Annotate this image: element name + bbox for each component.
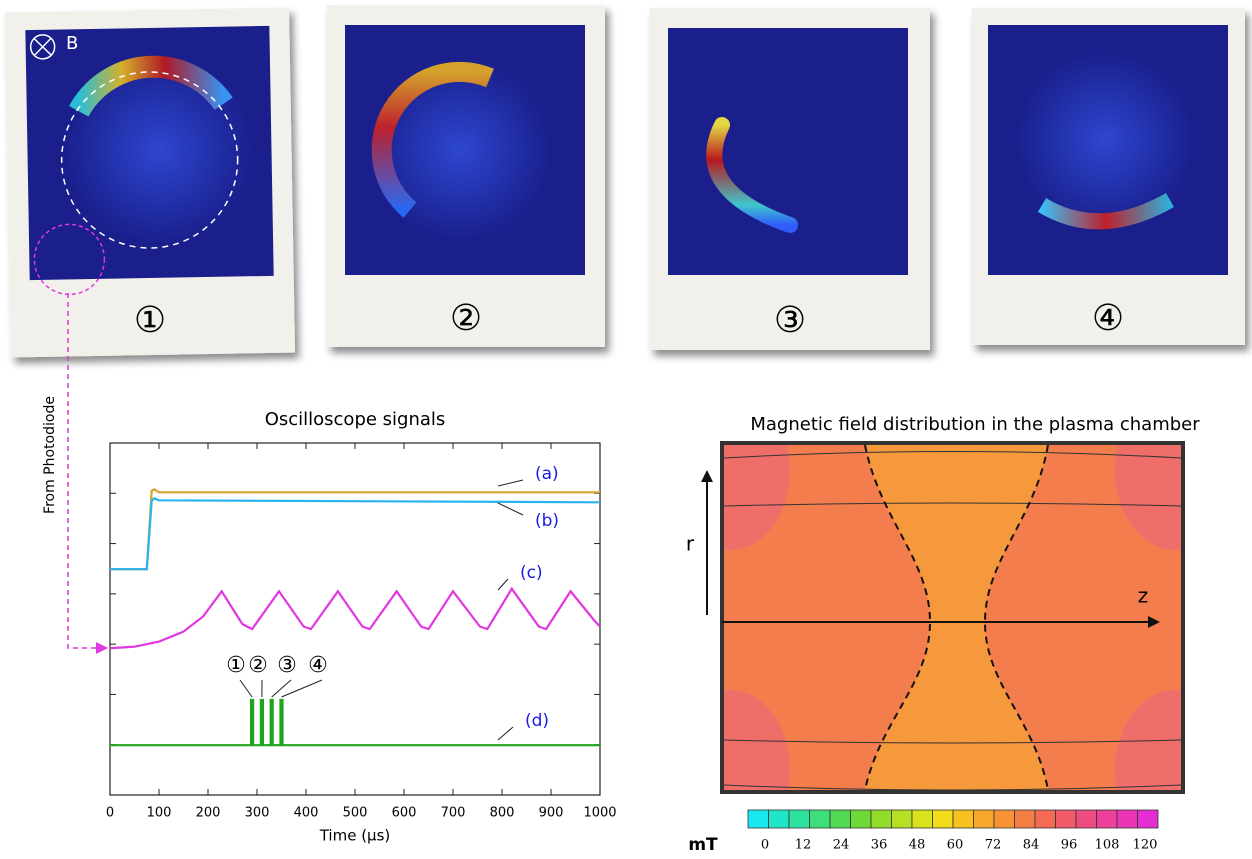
colorbar-tick-label: 96 — [1061, 838, 1078, 853]
colorbar-cell — [1076, 810, 1097, 828]
x-tick-label: 900 — [539, 806, 564, 821]
x-tick-label: 800 — [490, 806, 515, 821]
colorbar-cell — [953, 810, 974, 828]
series-line — [110, 498, 600, 569]
colorbar-cell — [810, 810, 831, 828]
x-axis-label: Time (μs) — [319, 827, 391, 845]
spike-label: ① — [226, 653, 246, 678]
colorbar-cell — [912, 810, 933, 828]
colorbar-cell — [1097, 810, 1118, 828]
x-tick-label: 600 — [392, 806, 417, 821]
series-label: (a) — [535, 464, 559, 484]
colorbar-tick-label: 84 — [1023, 838, 1040, 853]
x-tick-label: 500 — [343, 806, 368, 821]
photo-label: ③ — [774, 300, 806, 341]
label-leader — [498, 480, 523, 486]
colorbar-cell — [974, 810, 995, 828]
colorbar-unit: mT — [688, 835, 718, 855]
field-map: Magnetic field distribution in the plasm… — [670, 390, 1235, 855]
r-axis-label: r — [686, 532, 695, 556]
spike-label: ④ — [308, 653, 328, 678]
x-tick-label: 100 — [147, 806, 172, 821]
colorbar-cell — [994, 810, 1015, 828]
colorbar-cell — [892, 810, 913, 828]
source-label: From Photodiode — [42, 396, 58, 514]
x-tick-label: 1000 — [583, 806, 616, 821]
colorbar-tick-label: 120 — [1133, 838, 1158, 853]
colorbar-cell — [1015, 810, 1036, 828]
colorbar-tick-label: 72 — [985, 838, 1002, 853]
colorbar-cell — [933, 810, 954, 828]
colorbar-tick-label: 12 — [795, 838, 812, 853]
label-leader — [498, 503, 523, 515]
colorbar-cell — [1056, 810, 1077, 828]
spike-leader — [240, 680, 252, 697]
colorbar-cell — [1035, 810, 1056, 828]
x-tick-label: 300 — [245, 806, 270, 821]
label-leader — [498, 579, 508, 590]
series-label: (c) — [520, 563, 543, 583]
colorbar-tick-label: 24 — [833, 838, 850, 853]
x-tick-label: 700 — [441, 806, 466, 821]
colorbar-tick-label: 36 — [871, 838, 888, 853]
colorbar-cell — [871, 810, 892, 828]
colorbar-cell — [769, 810, 790, 828]
colorbar-tick-label: 60 — [947, 838, 964, 853]
chart-title: Magnetic field distribution in the plasm… — [750, 414, 1200, 435]
colorbar-cell — [789, 810, 810, 828]
photo-label: ④ — [1092, 298, 1124, 339]
x-tick-label: 200 — [196, 806, 221, 821]
spike-label: ③ — [277, 653, 297, 678]
oscilloscope-chart: Oscilloscope signals Time (μs) 0 100 200 30… — [106, 409, 617, 845]
label-leader — [498, 727, 513, 740]
colorbar-tick-label: 108 — [1095, 838, 1120, 853]
colorbar-tick-label: 0 — [761, 838, 769, 853]
x-tick-label: 0 — [106, 806, 114, 821]
photo-label: ① — [134, 300, 166, 341]
z-axis-label: z — [1138, 584, 1149, 608]
spike-label: ② — [248, 653, 268, 678]
colorbar-cell — [748, 810, 769, 828]
colorbar-cell — [830, 810, 851, 828]
photos: B ① ② ③ ④ — [5, 5, 1245, 357]
field-label: B — [66, 33, 78, 54]
series-label: (b) — [535, 511, 559, 531]
colorbar-cell — [1138, 810, 1159, 828]
colorbar-tick-label: 48 — [909, 838, 926, 853]
series-label: (d) — [525, 711, 549, 731]
series-line — [110, 589, 600, 648]
arrow-head — [96, 642, 108, 654]
colorbar-cell — [1117, 810, 1138, 828]
figure: B ① ② ③ ④ From Photodiode Oscilloscope s… — [0, 0, 1252, 855]
photo-label: ② — [450, 298, 482, 339]
colorbar-cell — [851, 810, 872, 828]
x-tick-label: 400 — [294, 806, 319, 821]
chart-title: Oscilloscope signals — [265, 409, 446, 430]
